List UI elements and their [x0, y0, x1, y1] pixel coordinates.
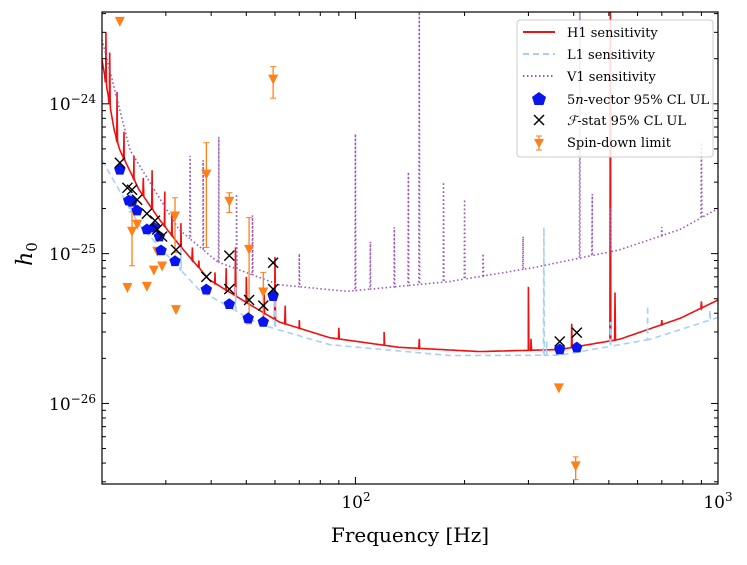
y-tick-label: 10−26 [49, 392, 96, 415]
spindown-limit-point [171, 305, 182, 316]
fstat-ul-point [267, 283, 279, 295]
vector-ul-point [200, 283, 213, 295]
legend: H1 sensitivity L1 sensitivity V1 sensiti… [516, 19, 714, 158]
fstat-ul-point [200, 271, 212, 283]
spindown-limit-point [268, 66, 279, 99]
vector-ul-point [267, 290, 279, 301]
fstat-ul-point [114, 157, 126, 169]
triangle-marker [157, 261, 168, 272]
spindown-limit-point [141, 281, 152, 292]
vector-ul-point [131, 204, 143, 216]
vector-ul-point [169, 255, 181, 267]
legend-h1-label: H1 sensitivity [567, 26, 658, 41]
fstat-ul-point [257, 300, 269, 312]
vector-ul-point [153, 230, 166, 242]
triangle-marker [148, 265, 159, 276]
triangle-marker [553, 383, 564, 394]
l1-sensitivity-curve [102, 159, 718, 357]
spindown-limit-point [570, 456, 581, 481]
v1-sensitivity-curve [102, 12, 718, 293]
spindown-limit-point [114, 16, 125, 27]
y-axis-label: h0 [13, 242, 41, 266]
vector-ul-point [155, 244, 167, 256]
fstat-ul-point [267, 257, 279, 269]
triangle-marker [201, 169, 212, 180]
x-tick-label: 103 [703, 490, 732, 513]
fstat-ul-point [131, 194, 143, 206]
triangle-marker [122, 282, 133, 293]
triangle-marker [132, 219, 143, 230]
x-tick-label: 102 [341, 490, 370, 513]
legend-spindown-label: Spin-down limit [567, 136, 672, 151]
spindown-limit-point [553, 383, 564, 394]
triangle-marker [141, 281, 152, 292]
spindown-limit-point [122, 282, 133, 293]
legend-fstat-label: ℱ-stat 95% CL UL [567, 114, 686, 129]
vector-ul-point [126, 195, 138, 207]
fstat-ul-point [554, 336, 566, 348]
fstat-ul-point [170, 244, 182, 256]
fstat-ul-point [149, 215, 161, 227]
fstat-ul-point [243, 294, 255, 306]
triangle-marker [244, 244, 255, 255]
plot-frame [101, 11, 719, 485]
fstat-ul-point [151, 223, 163, 235]
markers [114, 16, 583, 481]
vector-ul-point [571, 341, 583, 353]
legend-v1-label: V1 sensitivity [566, 70, 656, 85]
triangle-marker [171, 305, 182, 316]
spindown-limit-point [148, 265, 159, 276]
fstat-ul-point [223, 250, 235, 262]
spindown-limit-point [157, 261, 168, 272]
legend-triangle-icon [534, 135, 544, 151]
legend-l1-label: L1 sensitivity [567, 48, 656, 63]
legend-pentagon-icon [532, 92, 546, 105]
legend-cross-icon [533, 114, 545, 126]
fstat-ul-point [223, 283, 235, 295]
spindown-limit-point [244, 217, 255, 325]
triangle-marker [114, 16, 125, 27]
y-tick-label: 10−25 [49, 242, 96, 265]
triangle-marker [258, 287, 269, 298]
fstat-ul-point [571, 327, 583, 339]
spindown-limit-point [132, 219, 143, 230]
axis-ticks [101, 12, 719, 484]
triangle-marker [127, 226, 138, 237]
fstat-ul-point [141, 208, 153, 220]
triangle-marker [170, 211, 181, 222]
triangle-marker [570, 461, 581, 472]
triangle-marker [224, 196, 235, 207]
spindown-limit-point [127, 211, 138, 267]
spindown-limit-point [201, 142, 212, 248]
x-axis-label: Frequency [Hz] [331, 523, 489, 547]
vector-ul-point [242, 312, 254, 324]
triangle-marker [268, 74, 279, 85]
vector-ul-point [554, 343, 566, 355]
vector-ul-point [223, 298, 235, 309]
fstat-ul-point [126, 184, 138, 196]
vector-ul-point [257, 315, 269, 327]
vector-ul-point [114, 163, 126, 175]
y-tick-label: 10−24 [49, 92, 96, 115]
legend-vector-label: 5n-vector 95% CL UL [567, 93, 709, 108]
fstat-ul-point [156, 231, 168, 243]
spindown-limit-point [224, 192, 235, 214]
